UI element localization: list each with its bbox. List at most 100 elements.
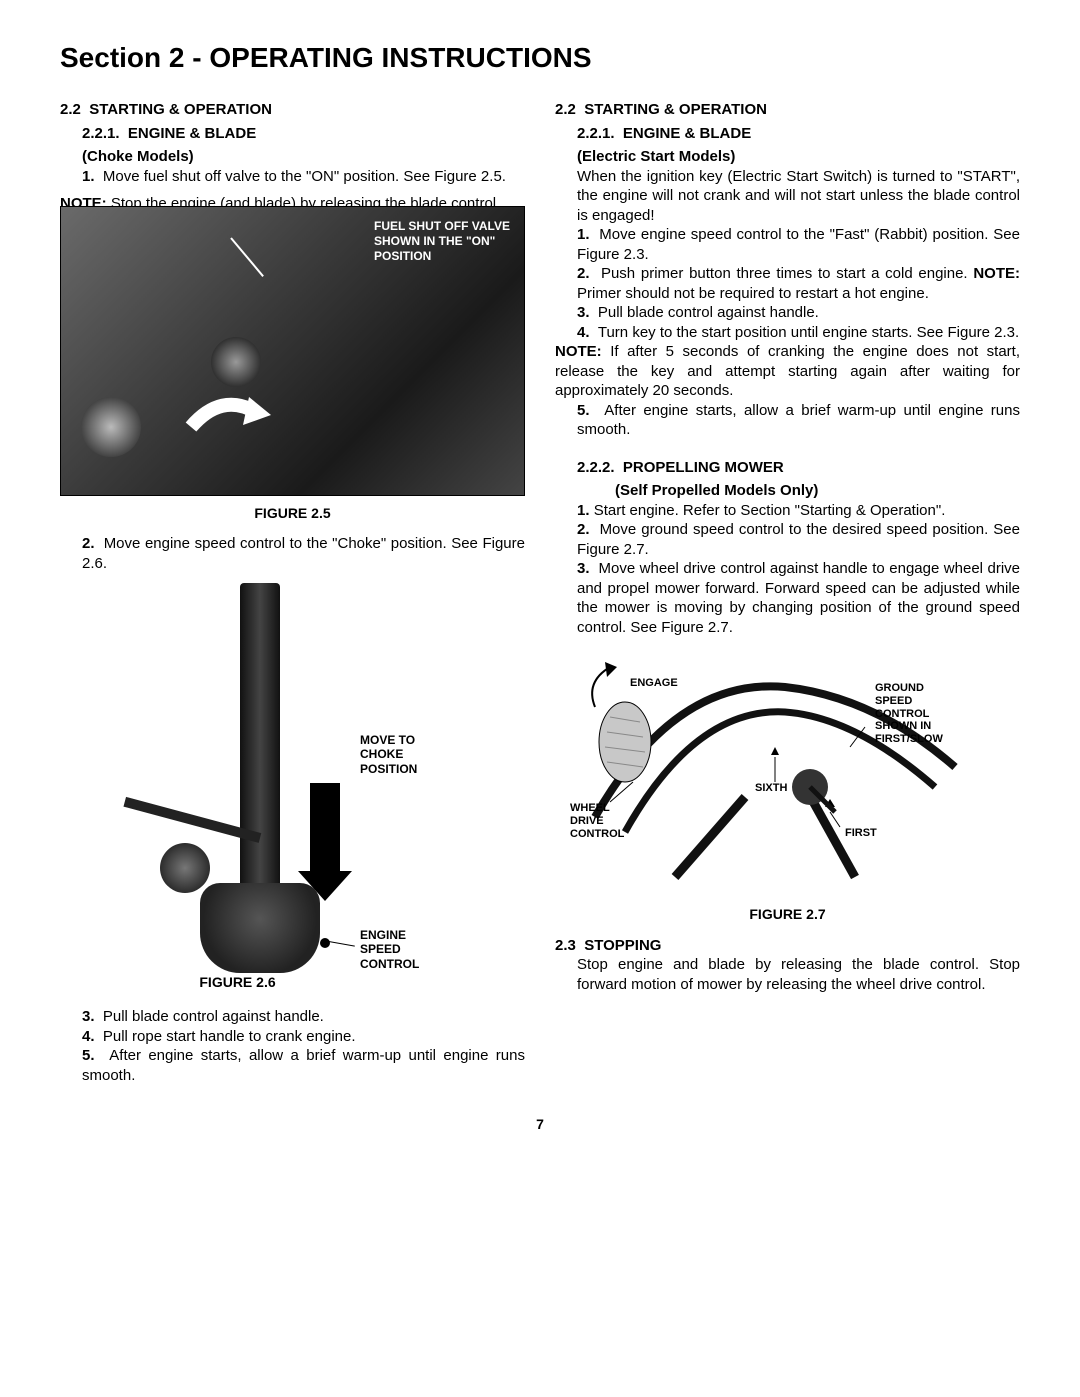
sub-text: ENGINE & BLADE bbox=[623, 125, 751, 142]
two-column-layout: 2.2 STARTING & OPERATION 2.2.1. ENGINE &… bbox=[60, 96, 1020, 1085]
sec-num: 2.2 bbox=[555, 101, 576, 118]
step-text: Move engine speed control to the "Fast" … bbox=[577, 226, 1020, 263]
right-step-1: 1. Move engine speed control to the "Fas… bbox=[577, 225, 1020, 264]
right-step-3: 3. Pull blade control against handle. bbox=[577, 303, 1020, 323]
fig27-first-label: FIRST bbox=[845, 827, 877, 840]
step-text: Pull blade control against handle. bbox=[103, 1008, 324, 1025]
fig25-caption: FIGURE 2.5 bbox=[60, 504, 525, 522]
propel-step-3: 3. Move wheel drive control against hand… bbox=[577, 559, 1020, 637]
l1: ENGINE bbox=[360, 928, 419, 942]
step-text: After engine starts, allow a brief warm-… bbox=[577, 402, 1020, 439]
step-text: Move wheel drive control against handle … bbox=[577, 560, 1020, 636]
l4: SHOWN IN bbox=[875, 720, 943, 733]
speed-dial bbox=[160, 843, 210, 893]
right-heading-1: 2.2 STARTING & OPERATION bbox=[555, 100, 1020, 120]
left-step-2: 2. Move engine speed control to the "Cho… bbox=[82, 534, 525, 573]
fig27-ground-label: GROUND SPEED CONTROL SHOWN IN FIRST/SLOW bbox=[875, 682, 943, 745]
l3: CONTROL bbox=[875, 708, 943, 721]
sec-text: STARTING & OPERATION bbox=[584, 101, 767, 118]
page-number: 7 bbox=[60, 1115, 1020, 1133]
valve-shape bbox=[211, 337, 261, 387]
step-text: Start engine. Refer to Section "Starting… bbox=[594, 502, 946, 519]
step-num: 4. bbox=[577, 324, 590, 341]
l1: GROUND bbox=[875, 682, 943, 695]
bolt-shape bbox=[81, 397, 141, 457]
step-text: Move fuel shut off valve to the "ON" pos… bbox=[103, 168, 506, 185]
l2: SPEED bbox=[875, 695, 943, 708]
right-heading-4-sub: (Self Propelled Models Only) bbox=[615, 481, 1020, 501]
step-num: 3. bbox=[577, 304, 590, 321]
l3: CONTROL bbox=[360, 957, 419, 971]
fig25-l3: POSITION bbox=[374, 249, 510, 264]
propel-step-1: 1. Start engine. Refer to Section "Start… bbox=[577, 501, 1020, 521]
sub-num: 2.2.1. bbox=[82, 125, 120, 142]
stopping-text: Stop engine and blade by releasing the b… bbox=[577, 955, 1020, 994]
l2: CHOKE bbox=[360, 747, 417, 761]
fig25-l1: FUEL SHUT OFF VALVE bbox=[374, 219, 510, 234]
step-num: 1. bbox=[577, 226, 590, 243]
fig26-caption: FIGURE 2.6 bbox=[60, 973, 415, 991]
step-num: 2. bbox=[577, 521, 590, 538]
step-text: After engine starts, allow a brief warm-… bbox=[82, 1047, 525, 1084]
fig25-l2: SHOWN IN THE "ON" bbox=[374, 234, 510, 249]
note-label: NOTE: bbox=[555, 343, 602, 360]
sec-num: 2.3 bbox=[555, 937, 576, 954]
fig27-caption: FIGURE 2.7 bbox=[555, 905, 1020, 923]
step-num: 3. bbox=[82, 1008, 95, 1025]
right-column: 2.2 STARTING & OPERATION 2.2.1. ENGINE &… bbox=[555, 96, 1020, 1085]
step-num: 1. bbox=[577, 502, 590, 519]
right-note: NOTE: If after 5 seconds of cranking the… bbox=[555, 342, 1020, 401]
down-arrow-icon bbox=[310, 783, 340, 873]
inline-note-label: NOTE: bbox=[973, 265, 1020, 282]
l3: CONTROL bbox=[570, 828, 624, 841]
mower-post bbox=[240, 583, 280, 923]
right-intro: When the ignition key (Electric Start Sw… bbox=[577, 167, 1020, 226]
step-num: 2. bbox=[82, 535, 95, 552]
sec-text: STOPPING bbox=[584, 937, 661, 954]
step-num: 2. bbox=[577, 265, 590, 282]
fig25-callout-label: FUEL SHUT OFF VALVE SHOWN IN THE "ON" PO… bbox=[374, 219, 510, 264]
mower-handle-svg bbox=[555, 647, 1020, 897]
fig27-engage-label: ENGAGE bbox=[630, 677, 678, 690]
sub-text: PROPELLING MOWER bbox=[623, 459, 784, 476]
step-num: 4. bbox=[82, 1028, 95, 1045]
left-step-4: 4. Pull rope start handle to crank engin… bbox=[82, 1027, 525, 1047]
l3: POSITION bbox=[360, 762, 417, 776]
step-text: Move engine speed control to the "Choke"… bbox=[82, 535, 525, 572]
right-step-4: 4. Turn key to the start position until … bbox=[577, 323, 1020, 343]
step-text: Pull rope start handle to crank engine. bbox=[103, 1028, 356, 1045]
note-text: If after 5 seconds of cranking the engin… bbox=[555, 343, 1020, 399]
fig27-wheel-label: WHEEL DRIVE CONTROL bbox=[570, 802, 624, 840]
callout-line bbox=[230, 237, 264, 277]
l2: SPEED bbox=[360, 942, 419, 956]
stopping-heading: 2.3 STOPPING bbox=[555, 936, 1020, 956]
step-num: 5. bbox=[82, 1047, 95, 1064]
right-step-5: 5. After engine starts, allow a brief wa… bbox=[577, 401, 1020, 440]
l2: DRIVE bbox=[570, 815, 624, 828]
l5: FIRST/SLOW bbox=[875, 733, 943, 746]
step-text: Pull blade control against handle. bbox=[598, 304, 819, 321]
step-text: Move ground speed control to the desired… bbox=[577, 521, 1020, 558]
left-heading-2: 2.2.1. ENGINE & BLADE bbox=[82, 124, 525, 144]
sec-num: 2.2 bbox=[60, 101, 81, 118]
right-heading-4: 2.2.2. PROPELLING MOWER bbox=[577, 458, 1020, 478]
fig26-choke-label: MOVE TO CHOKE POSITION bbox=[360, 733, 417, 776]
left-step-5: 5. After engine starts, allow a brief wa… bbox=[82, 1046, 525, 1085]
sec-text: STARTING & OPERATION bbox=[89, 101, 272, 118]
left-heading-3: (Choke Models) bbox=[82, 147, 525, 167]
step-text-b: Primer should not be required to restart… bbox=[577, 285, 929, 302]
propel-step-2: 2. Move ground speed control to the desi… bbox=[577, 520, 1020, 559]
right-heading-3: (Electric Start Models) bbox=[577, 147, 1020, 167]
step-num: 1. bbox=[82, 168, 95, 185]
section-title: Section 2 - OPERATING INSTRUCTIONS bbox=[60, 40, 1020, 76]
left-column: 2.2 STARTING & OPERATION 2.2.1. ENGINE &… bbox=[60, 96, 525, 1085]
left-heading-1: 2.2 STARTING & OPERATION bbox=[60, 100, 525, 120]
l1: MOVE TO bbox=[360, 733, 417, 747]
figure-2-6: MOVE TO CHOKE POSITION ENGINE SPEED CONT… bbox=[60, 583, 525, 1003]
step-text: Turn key to the start position until eng… bbox=[598, 324, 1019, 341]
sub-num: 2.2.2. bbox=[577, 459, 615, 476]
figure-2-7: ENGAGE WHEEL DRIVE CONTROL SIXTH FIRST G… bbox=[555, 647, 1020, 897]
fig26-engine-label: ENGINE SPEED CONTROL bbox=[360, 928, 419, 971]
right-heading-2: 2.2.1. ENGINE & BLADE bbox=[577, 124, 1020, 144]
step-num: 5. bbox=[577, 402, 590, 419]
